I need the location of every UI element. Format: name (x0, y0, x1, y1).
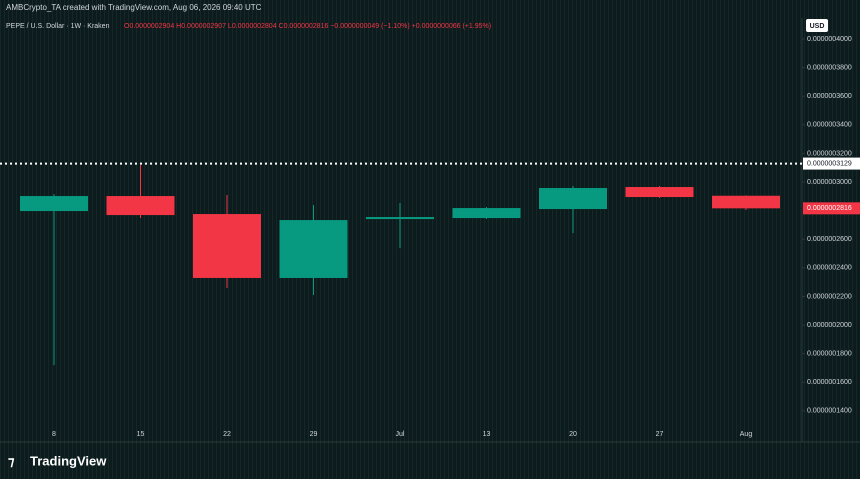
x-tick-label: 20 (569, 431, 577, 438)
y-tick-label: 0.0000002000 (807, 322, 852, 329)
currency: USD (810, 23, 825, 30)
symbol: PEPE / U.S. Dollar · 1W · Kraken (6, 23, 110, 30)
last-price-label: 0.0000002816 (807, 205, 852, 212)
candle-body (712, 195, 780, 209)
y-tick-label: 0.0000001600 (807, 379, 852, 386)
y-tick-label: 0.0000001800 (807, 350, 852, 357)
x-tick-label: 27 (656, 431, 664, 438)
x-tick-label: 29 (310, 431, 318, 438)
y-tick-label: 0.0000002400 (807, 265, 852, 272)
x-tick-label: 22 (223, 431, 231, 438)
candle-body (20, 196, 88, 212)
last-price-box (803, 202, 860, 215)
y-tick-label: 0.0000003000 (807, 179, 852, 186)
attribution: AMBCrypto_TA created with TradingView.co… (6, 3, 262, 12)
x-tick-label: 13 (483, 431, 491, 438)
logo: ⁊ TradingView (8, 453, 107, 468)
y-tick-label: 0.0000002600 (807, 236, 852, 243)
x-tick-label: 8 (52, 431, 56, 438)
brand: TradingView (30, 453, 107, 468)
candle-body (452, 208, 521, 219)
y-tick-label: 0.0000003600 (807, 93, 852, 100)
svg-text:⁊: ⁊ (8, 453, 15, 468)
y-tick-label: 0.0000003400 (807, 122, 852, 129)
y-tick-label: 0.0000002200 (807, 293, 852, 300)
candle-body (625, 187, 694, 198)
crosshair-label-box (803, 157, 860, 170)
x-tick-label: Jul (396, 431, 405, 438)
crosshair-label: 0.0000003129 (807, 160, 852, 167)
y-tick-label: 0.0000003200 (807, 150, 852, 157)
candle-body (279, 220, 348, 278)
y-tick-label: 0.0000001400 (807, 408, 852, 415)
y-tick-label: 0.0000004000 (807, 36, 852, 43)
candle-body (106, 196, 175, 216)
candle-body (539, 188, 607, 210)
x-tick-label: 15 (137, 431, 145, 438)
y-tick-label: 0.0000003800 (807, 64, 852, 71)
ohlc-legend: O0.0000002904 H0.0000002907 L0.000000280… (124, 23, 491, 30)
currency-box[interactable] (806, 19, 828, 32)
candle-body (193, 214, 261, 278)
x-tick-label: Aug (740, 431, 753, 438)
candle-body (366, 217, 434, 220)
